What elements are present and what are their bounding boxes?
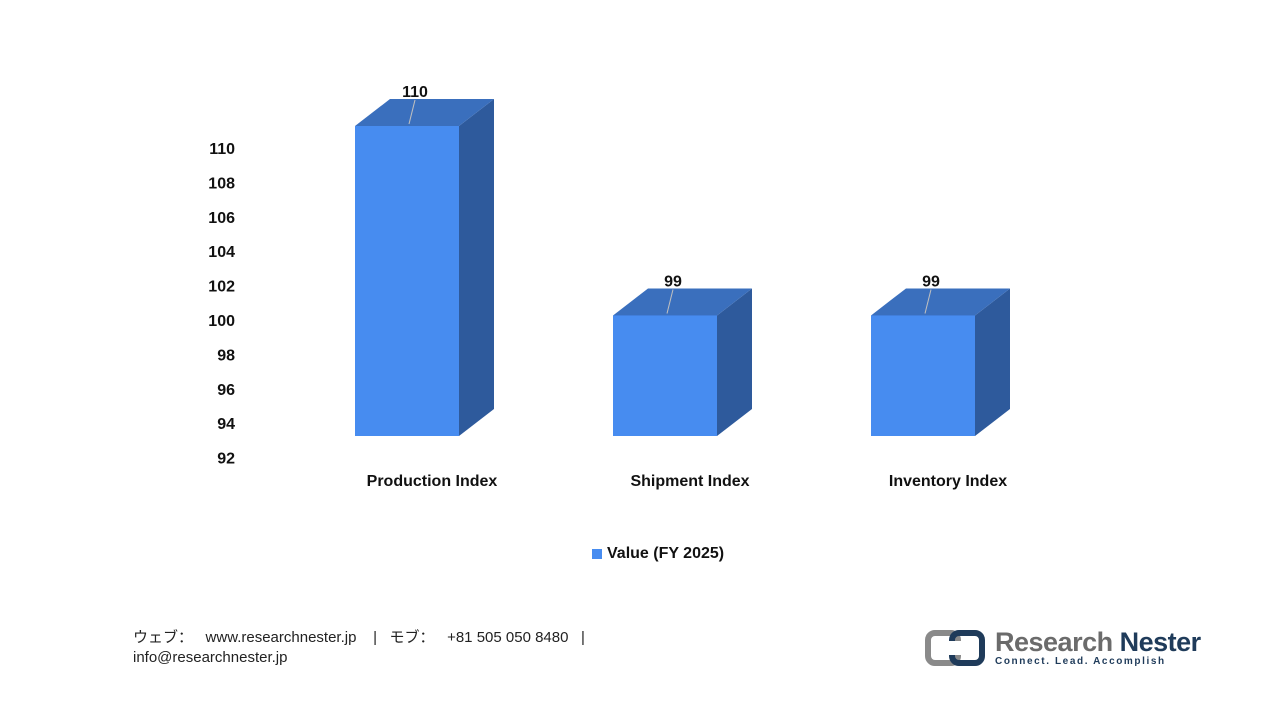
y-tick-label: 100 xyxy=(208,313,235,330)
data-label: 110 xyxy=(402,84,428,101)
data-label-leader xyxy=(924,289,932,314)
mobile-label: モブ： xyxy=(389,629,435,646)
phone-number: +81 505 050 8480 xyxy=(447,629,569,646)
separator: | xyxy=(580,629,585,646)
web-label: ウェブ： xyxy=(133,629,194,646)
y-tick-label: 96 xyxy=(217,382,235,399)
bar xyxy=(613,288,752,436)
y-tick-label: 102 xyxy=(208,279,235,296)
y-tick-label: 106 xyxy=(208,210,235,227)
bars xyxy=(355,99,1010,436)
logo-name: Research Nester xyxy=(995,627,1201,657)
data-label: 99 xyxy=(664,273,682,290)
y-tick-label: 104 xyxy=(208,244,235,261)
logo-tagline: Connect. Lead. Accomplish xyxy=(995,656,1166,667)
research-nester-logo-icon xyxy=(925,630,985,666)
data-labels: 110 99 99 xyxy=(402,84,940,314)
data-label-leader xyxy=(666,289,674,314)
category-label: Production Index xyxy=(367,473,498,490)
data-label: 99 xyxy=(922,273,940,290)
separator: | xyxy=(373,629,378,646)
bar-top-face xyxy=(871,288,1010,316)
bar-front-face xyxy=(355,126,459,436)
y-tick-label: 98 xyxy=(217,347,235,364)
web-url[interactable]: www.researchnester.jp xyxy=(205,629,357,646)
bar xyxy=(871,288,1010,436)
logo: Research Nester Connect. Lead. Accomplis… xyxy=(925,628,1201,668)
bar-top-face xyxy=(613,288,752,316)
legend-swatch xyxy=(592,549,602,559)
category-label: Inventory Index xyxy=(889,473,1007,490)
y-tick-label: 92 xyxy=(217,451,235,468)
category-labels: Production Index Shipment Index Inventory … xyxy=(367,473,1008,490)
bar-chart: 110 108 106 104 102 100 98 96 94 92 Production In… xyxy=(208,84,1010,490)
footer-contact: ウェブ： www.researchnester.jp | モブ： +81 505… xyxy=(133,628,585,668)
bar-side-face xyxy=(459,99,494,436)
email-link[interactable]: info@researchnester.jp xyxy=(133,649,288,666)
bar-front-face xyxy=(871,315,975,436)
bar-front-face xyxy=(613,315,717,436)
y-tick-label: 94 xyxy=(217,416,235,433)
y-tick-label: 108 xyxy=(208,175,235,192)
legend-label: Value (FY 2025) xyxy=(607,545,725,562)
y-axis-ticks: 110 108 106 104 102 100 98 96 94 92 xyxy=(208,141,235,468)
y-tick-label: 110 xyxy=(209,141,235,158)
data-label-leader xyxy=(408,99,416,125)
category-label: Shipment Index xyxy=(630,473,749,490)
bar xyxy=(355,99,494,436)
bar-side-face xyxy=(717,288,752,436)
bar-side-face xyxy=(975,288,1010,436)
bar-top-face xyxy=(355,99,494,126)
legend: Value (FY 2025) xyxy=(592,545,724,563)
